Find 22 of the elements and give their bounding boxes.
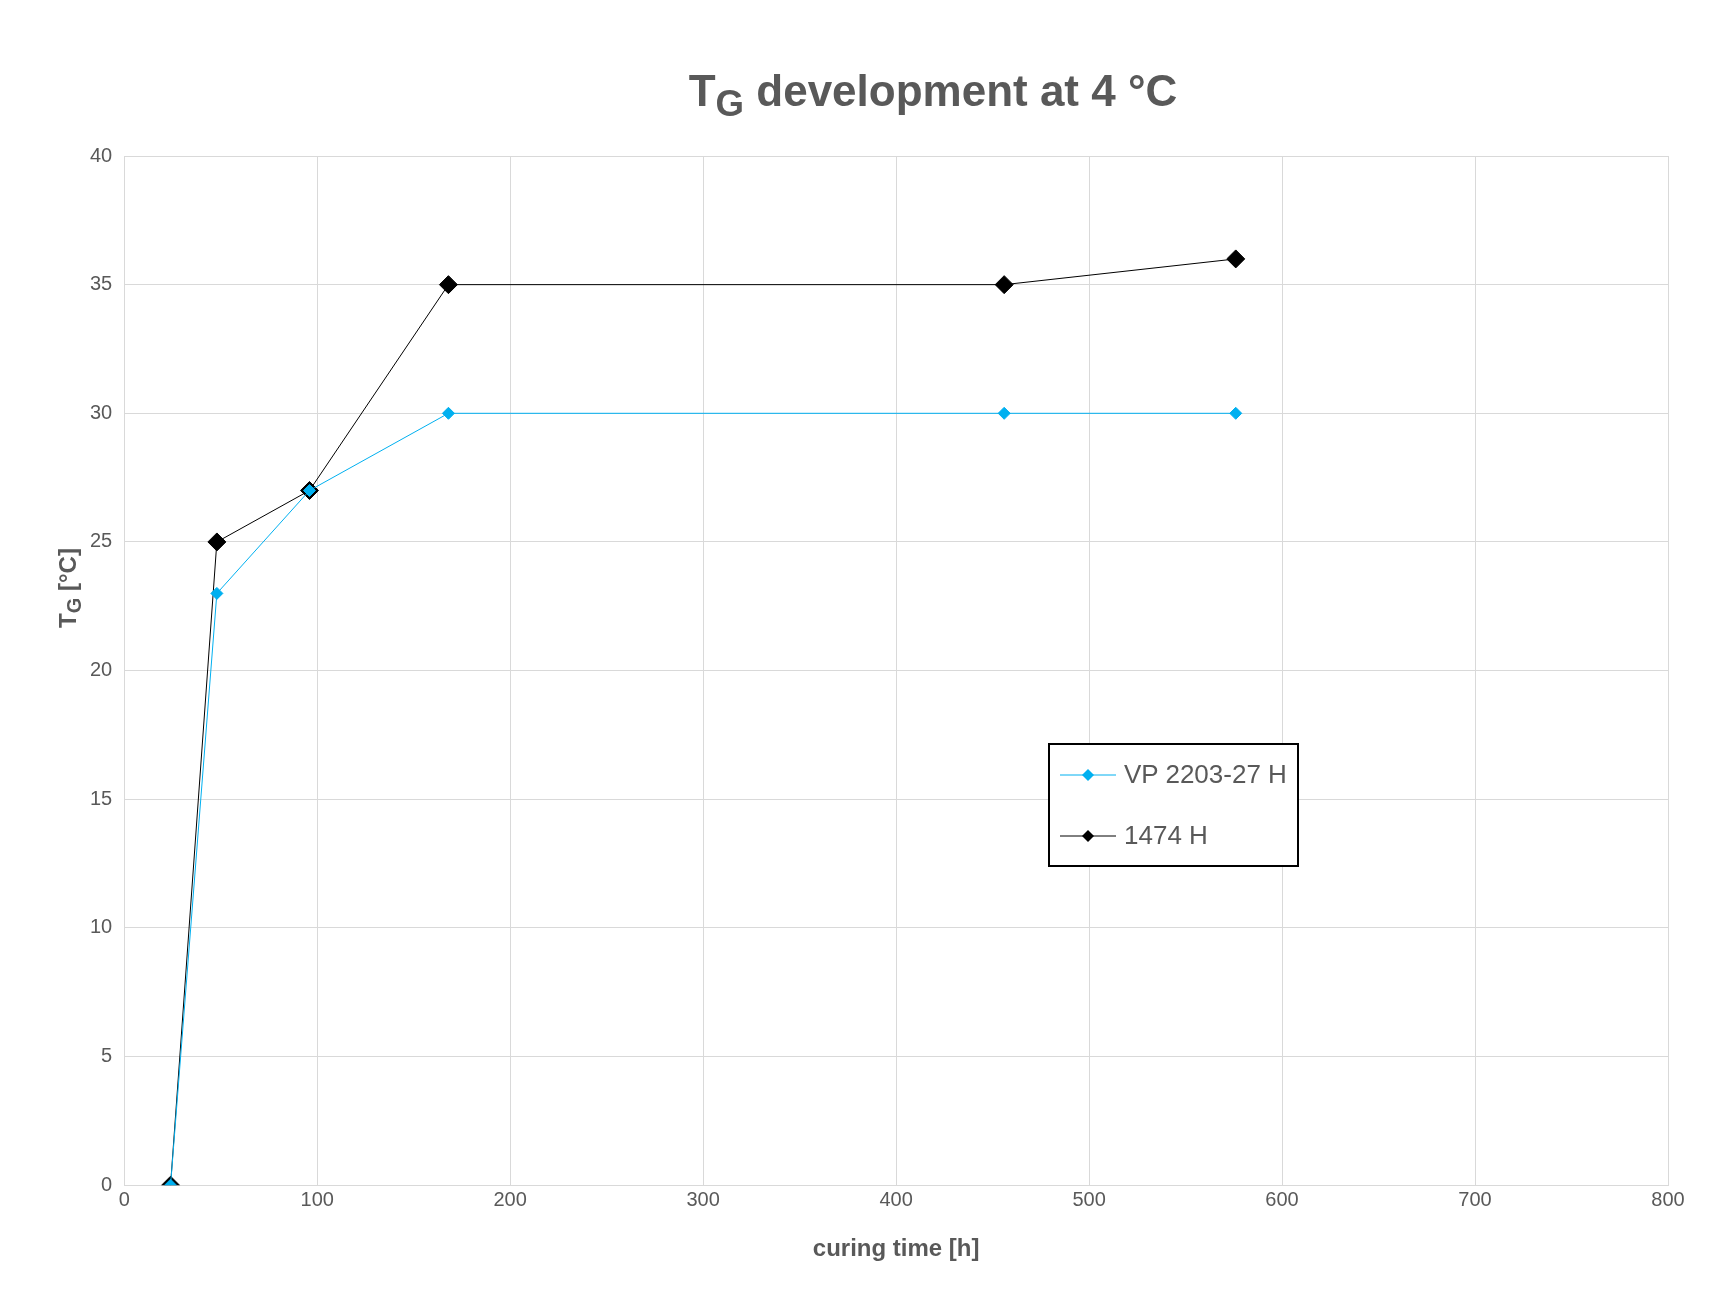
y-tick-label: 0 xyxy=(101,1172,113,1195)
x-tick-label: 200 xyxy=(493,1187,527,1210)
legend-label: VP 2203-27 H xyxy=(1124,759,1287,790)
x-axis-title: curing time [h] xyxy=(812,1234,980,1262)
x-tick-label: 400 xyxy=(879,1187,913,1210)
chart-title: T$_{G}$ development at 4 °C xyxy=(687,66,1179,125)
x-tick-label: 800 xyxy=(1651,1187,1685,1210)
y-tick-label: 5 xyxy=(101,1044,113,1067)
y-tick-label: 15 xyxy=(90,786,113,809)
legend-label: 1474 H xyxy=(1124,820,1208,851)
y-tick-label: 40 xyxy=(90,143,113,166)
y-tick-label: 10 xyxy=(90,915,113,938)
y-tick-label: 20 xyxy=(90,658,113,681)
x-tick-label: 600 xyxy=(1265,1187,1299,1210)
y-tick-label: 30 xyxy=(90,400,113,423)
x-tick-label: 500 xyxy=(1072,1187,1106,1210)
x-tick-label: 0 xyxy=(118,1187,130,1210)
x-tick-label: 700 xyxy=(1458,1187,1492,1210)
y-tick-label: 35 xyxy=(90,272,113,295)
x-tick-label: 300 xyxy=(686,1187,720,1210)
x-tick-label: 100 xyxy=(300,1187,334,1210)
y-tick-label: 25 xyxy=(90,529,113,552)
